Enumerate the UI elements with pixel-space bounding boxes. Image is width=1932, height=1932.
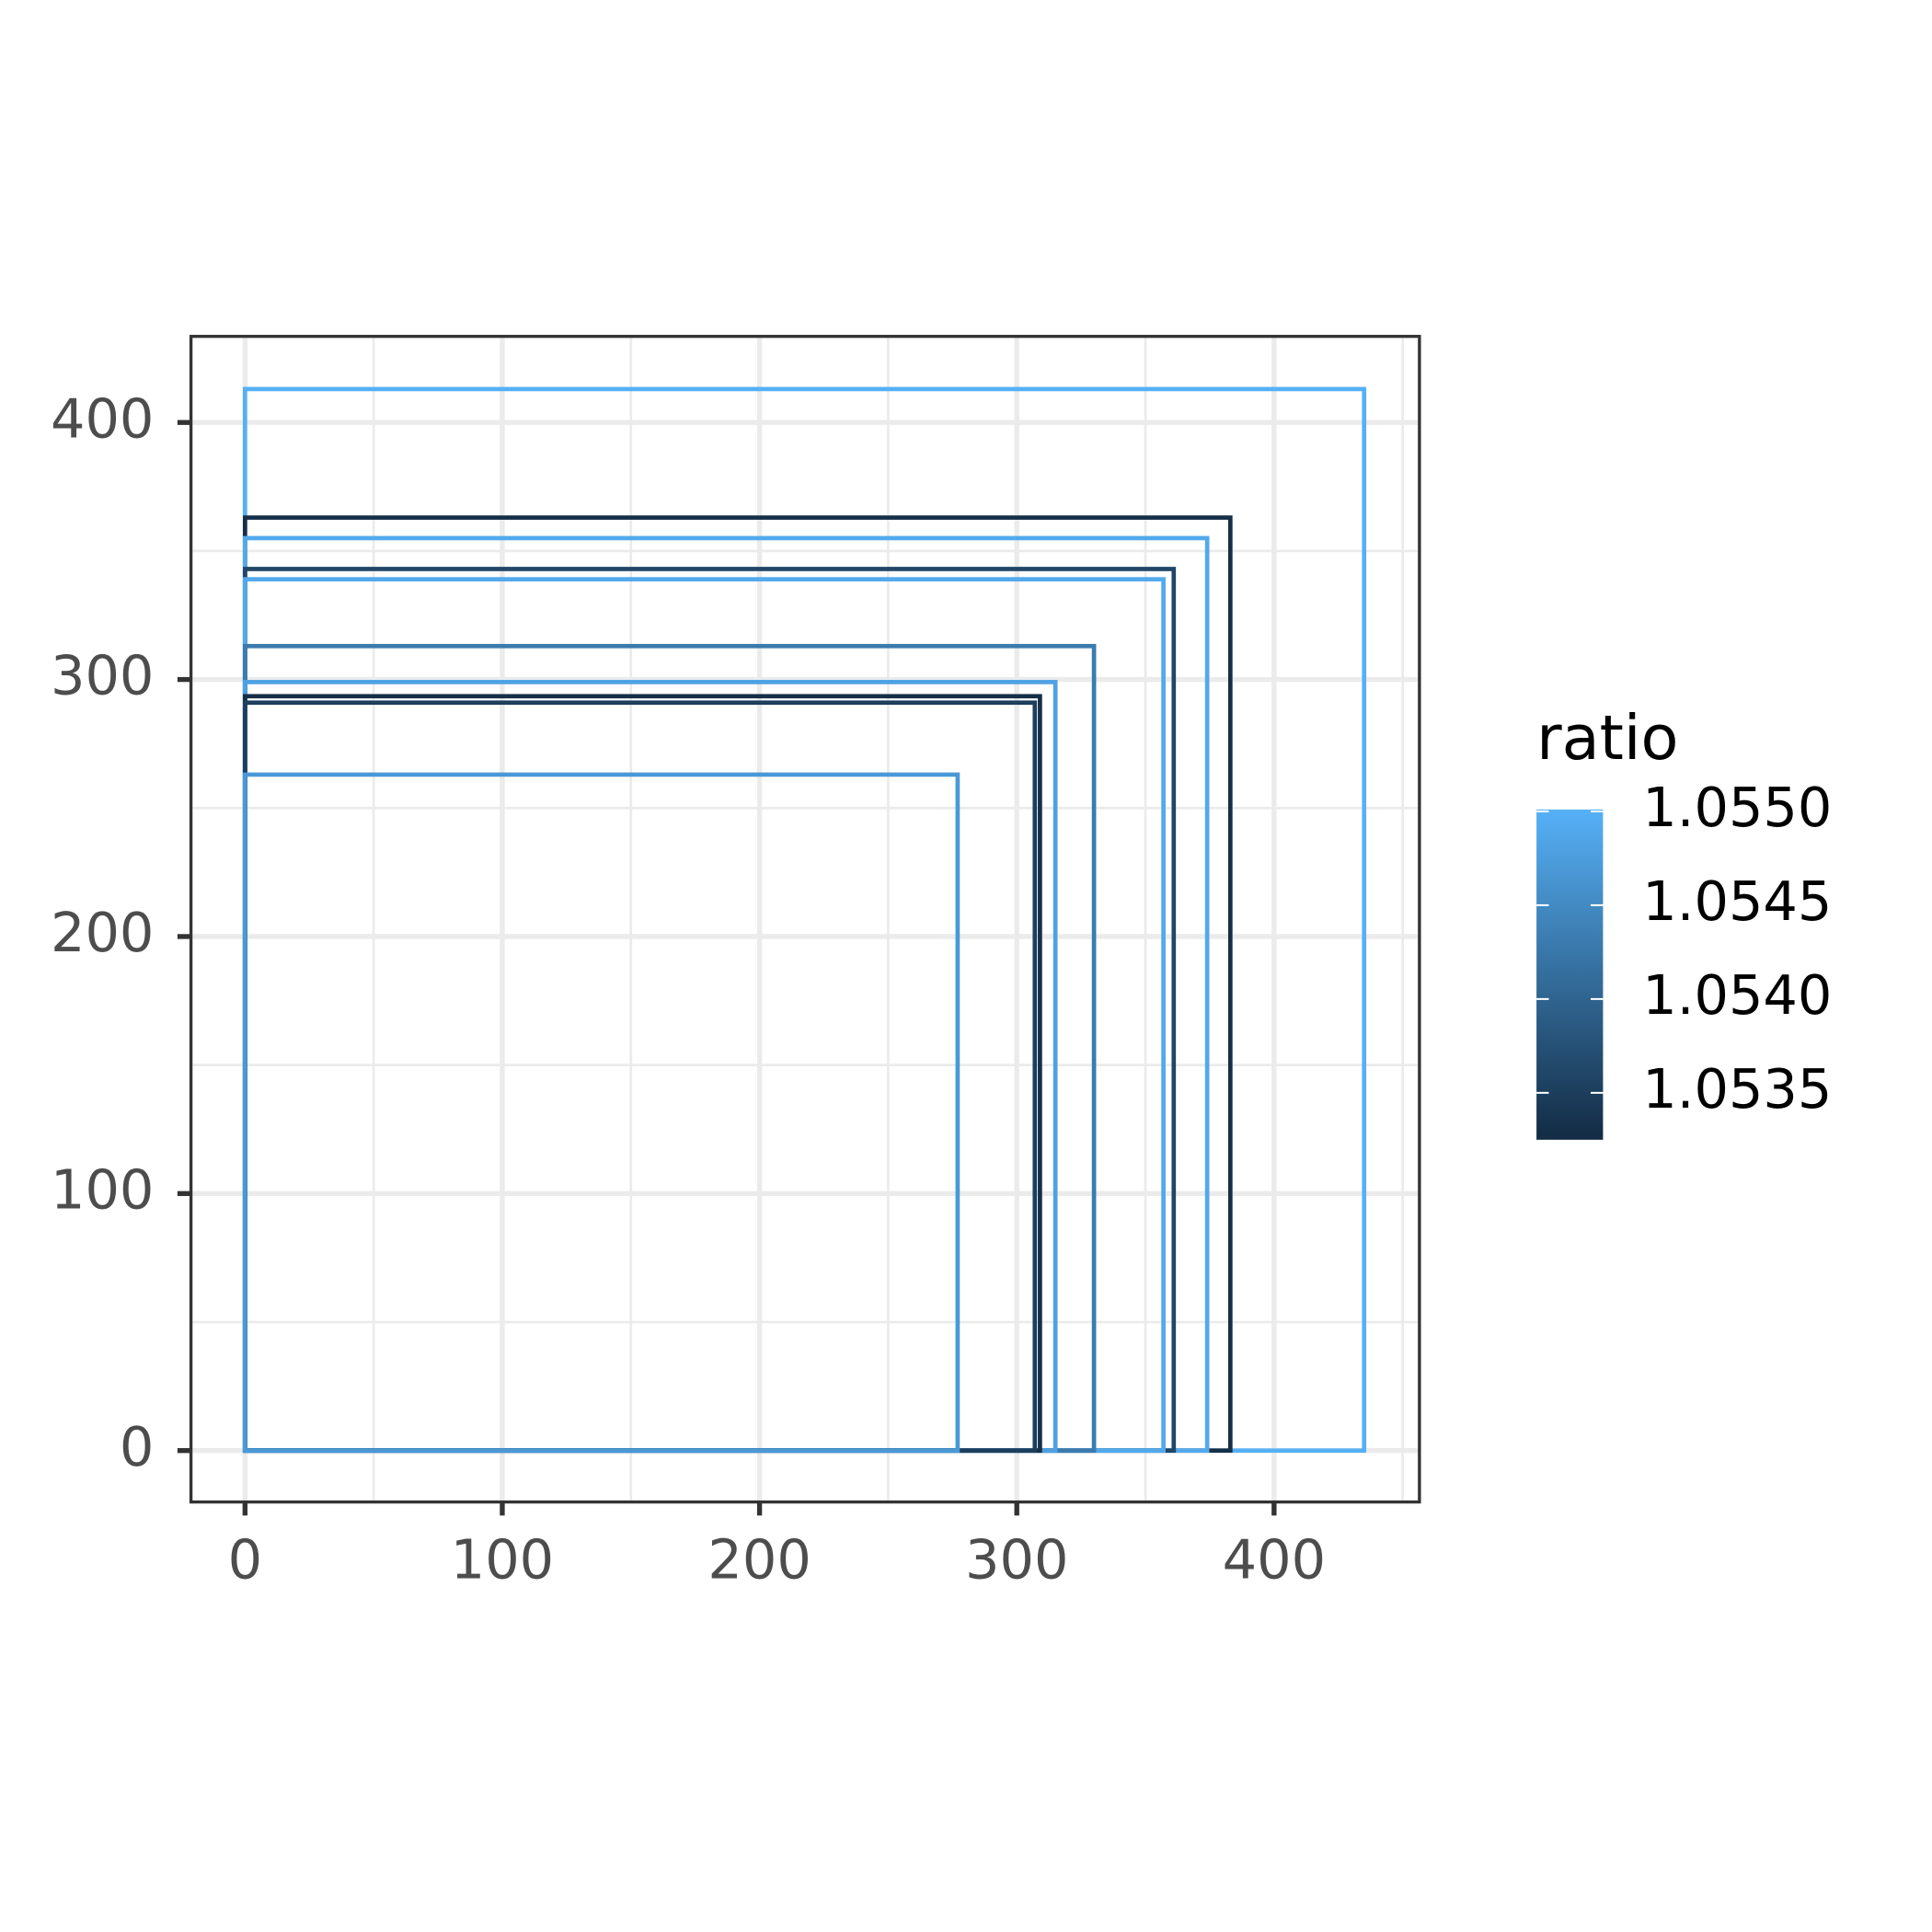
y-tick-label: 0 (120, 1415, 154, 1478)
colorbar-label: 1.0545 (1642, 869, 1832, 933)
x-tick-label: 200 (707, 1528, 811, 1592)
x-tick-label: 300 (965, 1528, 1068, 1592)
panel-border (189, 334, 1421, 1504)
colorbar-label: 1.0550 (1642, 776, 1832, 839)
colorbar-label: 1.0540 (1642, 963, 1832, 1027)
colorbar (1536, 809, 1604, 1140)
rectangle (242, 772, 960, 1454)
y-tick-label: 100 (51, 1157, 154, 1221)
colorbar-label: 1.0535 (1642, 1057, 1832, 1121)
x-tick-label: 100 (451, 1528, 554, 1592)
y-tick-label: 400 (51, 386, 154, 450)
x-tick-label: 0 (228, 1528, 262, 1592)
y-tick-label: 300 (51, 644, 154, 707)
legend-title: ratio (1536, 702, 1678, 774)
x-tick-label: 400 (1223, 1528, 1326, 1592)
y-tick-label: 200 (51, 901, 154, 964)
